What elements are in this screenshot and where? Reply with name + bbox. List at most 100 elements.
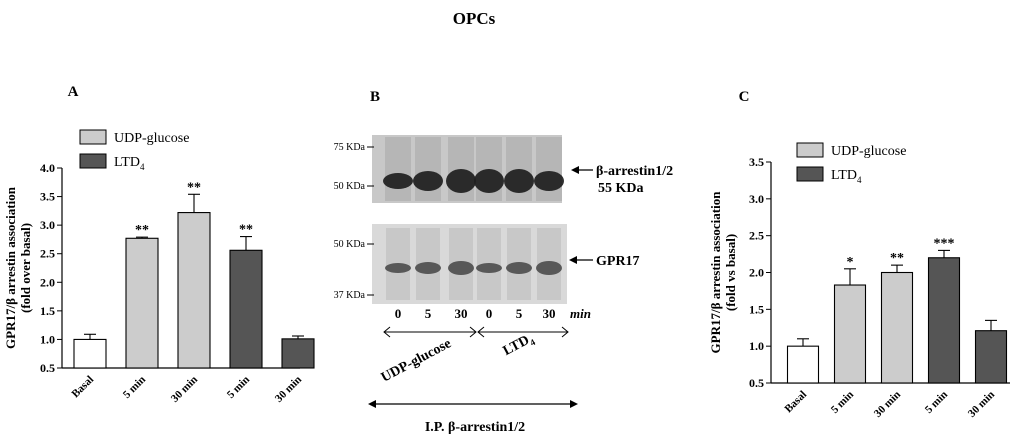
y-tick-label: 4.0 [40, 161, 55, 175]
category-label: Basal [69, 374, 96, 401]
ip-label: I.P. β-arrestin1/2 [425, 420, 525, 435]
group-label-ltd: LTD4 [501, 331, 538, 361]
label-gpr17: GPR17 [596, 254, 640, 269]
category-label: 30 min [273, 374, 304, 405]
lane-label: 30 [543, 306, 556, 321]
significance-label: * [847, 255, 854, 270]
y-tick-label: 3.0 [40, 218, 55, 232]
y-tick-label: 3.5 [40, 190, 55, 204]
lane-label: 0 [486, 306, 493, 321]
y-tick-label: 2.5 [749, 229, 764, 243]
y-axis-label: GPR17/β arrestin association [3, 186, 18, 349]
arrowhead [561, 326, 569, 338]
lane-unit: min [570, 306, 591, 321]
bar-udp [833, 284, 867, 384]
bar-ltd [974, 330, 1008, 384]
group-label-ltd-sub: 4 [528, 337, 537, 348]
marker-50kda-top: 50 KDa [334, 181, 366, 192]
legend-swatch [79, 153, 107, 169]
legend-label-main: LTD [114, 155, 140, 170]
bar-udp [177, 212, 211, 369]
y-axis-label-2: (fold over basal) [18, 223, 33, 313]
chart-panel-a: 0.5 1.0 1.5 2.0 2.5 3.0 3.5 4.0 GPR17/β arrestin… [3, 129, 315, 405]
band-gpr17 [536, 261, 562, 275]
arrowhead-arrestin [571, 166, 579, 174]
category-label: 30 min [169, 374, 200, 405]
arrowhead [469, 326, 477, 338]
label-arrestin: β-arrestin1/2 [596, 164, 673, 179]
legend-label-main: LTD [831, 168, 857, 183]
band-arrestin [474, 169, 504, 193]
bar-udp [880, 271, 914, 384]
category-label: 5 min [923, 389, 950, 416]
arrowhead [477, 326, 485, 338]
y-axis-label-2: (fold vs basal) [723, 234, 738, 311]
category-label: 30 min [966, 389, 997, 420]
y-tick-label: 2.5 [40, 247, 55, 261]
y-tick-label: 0.5 [40, 361, 55, 375]
legend-label: LTD4 [114, 155, 145, 172]
y-tick-label: 0.5 [749, 376, 764, 390]
legend-label: LTD4 [831, 168, 862, 185]
significance-label: ** [239, 223, 253, 238]
blot-lane-streak [415, 137, 441, 201]
panel-label-c: C [739, 89, 750, 105]
legend-label: UDP-glucose [114, 131, 189, 146]
group-label-udp: UDP-glucose [379, 336, 454, 385]
significance-label: ** [890, 251, 904, 266]
figure-title: OPCs [453, 9, 496, 28]
band-arrestin [534, 171, 564, 191]
band-arrestin [413, 171, 443, 191]
blot-bands [383, 137, 564, 300]
arrowhead [570, 400, 578, 408]
bar-basal [786, 345, 820, 384]
band-arrestin [446, 169, 476, 193]
chart-panel-c: 0.5 1.0 1.5 2.0 2.5 3.0 3.5 GPR17/β arrestin as… [708, 142, 1010, 420]
marker-50kda-bottom: 50 KDa [334, 239, 366, 250]
category-label: 30 min [872, 389, 903, 420]
y-axis-label: GPR17/β arrestin association [708, 191, 723, 354]
panel-label-a: A [68, 84, 79, 100]
band-arrestin [383, 173, 413, 189]
legend-label-main: UDP-glucose [114, 131, 189, 146]
y-tick-label: 1.5 [749, 302, 764, 316]
bar-udp [125, 237, 159, 369]
panel-label-b: B [370, 89, 380, 105]
significance-label: *** [934, 236, 955, 251]
category-label: 5 min [225, 374, 252, 401]
lane-label: 30 [455, 306, 468, 321]
y-tick-label: 3.0 [749, 192, 764, 206]
bar-ltd [927, 257, 961, 384]
lane-label: 5 [516, 306, 523, 321]
lane-label: 0 [395, 306, 402, 321]
western-blot-panel: 75 KDa 50 KDa 50 KDa 37 KDa β-arrestin1/… [334, 135, 673, 435]
lane-label: 5 [425, 306, 432, 321]
band-gpr17 [448, 261, 474, 275]
significance-label: ** [135, 223, 149, 238]
group-label-ltd-main: LTD [501, 333, 532, 359]
arrowhead-gpr17 [569, 256, 577, 264]
y-tick-label: 1.0 [749, 339, 764, 353]
y-tick-label: 1.5 [40, 304, 55, 318]
band-gpr17 [506, 262, 532, 274]
band-gpr17 [476, 263, 502, 273]
bar-basal [73, 338, 107, 369]
blot-lane-streak [385, 137, 411, 201]
band-gpr17 [385, 263, 411, 273]
legend-label: UDP-glucose [831, 144, 906, 159]
legend-label-sub: 4 [857, 175, 862, 185]
y-tick-label: 2.0 [40, 275, 55, 289]
legend-swatch [796, 166, 824, 182]
bar-ltd [229, 249, 263, 369]
legend-label-main: UDP-glucose [831, 144, 906, 159]
legend-label-sub: 4 [140, 162, 145, 172]
arrowhead [368, 400, 376, 408]
bar-ltd [281, 338, 315, 369]
label-arrestin-kda: 55 KDa [598, 181, 644, 196]
marker-37kda: 37 KDa [334, 290, 366, 301]
y-tick-label: 3.5 [749, 155, 764, 169]
significance-label: ** [187, 180, 201, 195]
band-gpr17 [415, 262, 441, 274]
category-label: 5 min [829, 389, 856, 416]
marker-75kda: 75 KDa [334, 142, 366, 153]
